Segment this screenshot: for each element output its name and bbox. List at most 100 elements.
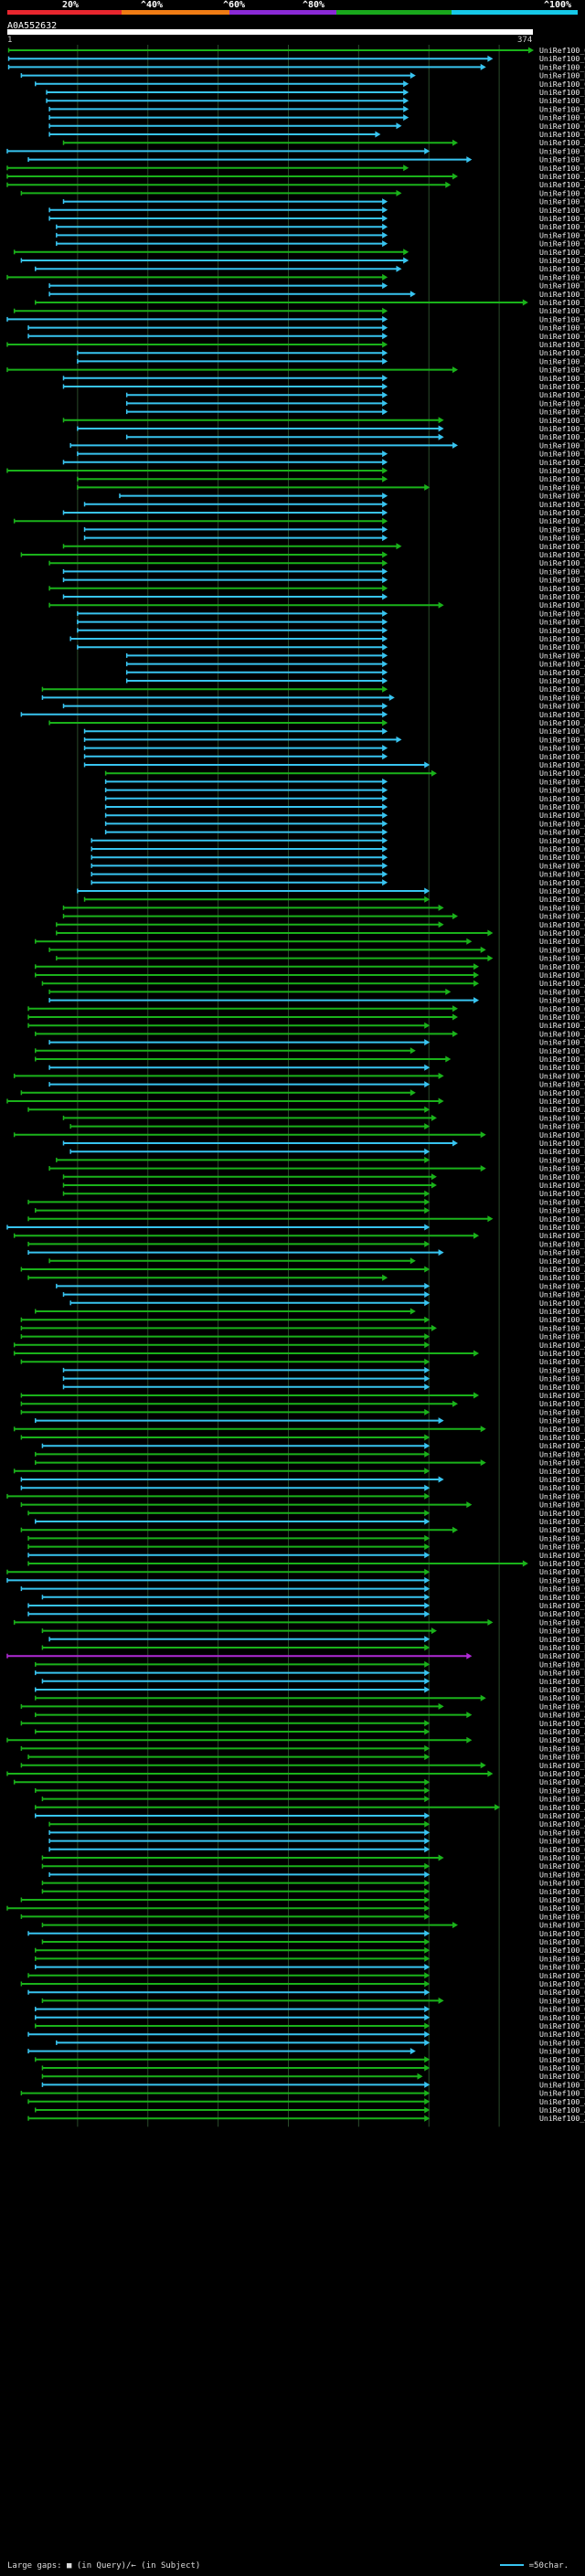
hit-row: UniRef100_Q3ZM75	[6, 146, 585, 155]
hit-row: UniRef100_B9HGP8	[34, 298, 585, 307]
hit-row: UniRef100_A7PN37	[34, 1803, 585, 1812]
hit-arrow	[424, 2115, 431, 2122]
hit-arrow	[396, 265, 402, 272]
hit-arrow	[438, 1854, 444, 1861]
hit-arrow	[473, 997, 480, 1004]
hit-label: UniRef100_B8VM26	[539, 752, 585, 761]
hit-label: UniRef100_Q0QJ76	[539, 424, 585, 433]
hit-row: UniRef100_B9GK34	[6, 1651, 585, 1660]
hit-row: UniRef100_C3LQ09	[62, 576, 585, 585]
hit-row: UniRef100_B9H4X8	[41, 1643, 585, 1652]
hit-arrow	[424, 1123, 431, 1130]
hit-arrow	[466, 1501, 473, 1509]
hit-label: UniRef100_A7P9J2	[539, 1542, 585, 1552]
hit-arrow	[382, 493, 388, 500]
hit-row: UniRef100_C6T449	[6, 1735, 585, 1744]
hit-row: UniRef100_B9HTT1	[6, 1097, 585, 1106]
hit-label: UniRef100_B9FJ62	[539, 1391, 585, 1400]
hit-row: UniRef100_Q2QXY1	[20, 1323, 585, 1332]
hit-arrow	[431, 1173, 437, 1181]
hit-arrow	[487, 955, 494, 962]
hit-label: UniRef100_B9G614	[539, 1744, 585, 1753]
hit-label: UniRef100_A7Q9X5	[539, 651, 585, 660]
hit-label: UniRef100_Q9FEG7	[539, 206, 585, 215]
hit-row: UniRef100_Q6Z7V6	[34, 2013, 585, 2022]
hit-row: UniRef100_Q0QJ76	[77, 424, 585, 433]
hit-label: UniRef100_B6SIZ8	[539, 618, 585, 627]
hit-arrow	[424, 761, 431, 769]
hit-row: UniRef100_A7Q9X9	[125, 398, 585, 408]
hit-arrow	[424, 1728, 431, 1735]
hit-arrow	[452, 1526, 458, 1533]
hit-arrow	[466, 1736, 473, 1744]
hit-arrow	[424, 1198, 431, 1205]
hit-label: UniRef100_C0J159	[539, 861, 585, 870]
hit-label: UniRef100_B9GY96	[539, 1122, 585, 1131]
hit-label: UniRef100_B3IX36	[539, 2080, 585, 2089]
hit-row: UniRef100_B3IX36	[41, 2080, 585, 2089]
hit-row: UniRef100_A7Q9X3	[125, 660, 585, 669]
hit-row: UniRef100_Q4U477	[34, 264, 585, 273]
hit-row: UniRef100_A7P9J2	[27, 1542, 585, 1552]
hit-arrow	[382, 820, 388, 827]
hit-arrow	[424, 1543, 431, 1551]
hit-arrow	[382, 577, 388, 584]
hit-row: UniRef100_Q4A0U0	[6, 314, 585, 323]
hit-row: UniRef100_C5X1U7	[27, 1214, 585, 1224]
hit-row: UniRef100_Q9LUM4-2	[48, 1828, 585, 1837]
hit-label: UniRef100_B9T3F1	[539, 1365, 585, 1374]
hit-arrow	[403, 114, 410, 122]
hit-arrow	[424, 147, 431, 154]
hit-label: UniRef100_Q304Y4	[539, 744, 585, 753]
hit-row: UniRef100_A9RF46	[56, 1155, 585, 1164]
query-ruler	[7, 29, 533, 35]
hit-label: UniRef100_B9H2B0	[539, 710, 585, 719]
hit-row: UniRef100_Q5HU54	[119, 492, 585, 501]
hit-row: UniRef100_Q51WL7	[56, 230, 585, 239]
hit-label: UniRef100_Q9FEL0	[539, 1996, 585, 2005]
hit-row: UniRef100_Q6I113	[48, 1845, 585, 1854]
hit-label: UniRef100_A7Q9X3	[539, 660, 585, 669]
hit-row: UniRef100_B6SHR5	[34, 937, 585, 946]
hit-arrow	[480, 1694, 486, 1701]
hit-row: UniRef100_B8BND0	[20, 1399, 585, 1408]
hit-label: UniRef100_Q9SPL6	[539, 844, 585, 853]
hit-arrow	[382, 231, 388, 239]
hit-arrow	[382, 198, 388, 206]
hit-label: UniRef100_B9F0H5	[539, 1753, 585, 1762]
hit-label: UniRef100_UP1000...	[539, 726, 585, 736]
hit-label: UniRef100_Q7XU76	[539, 1307, 585, 1316]
hit-row: UniRef100_A7QPT1	[6, 172, 585, 181]
hit-arrow	[424, 1299, 431, 1307]
hit-label: UniRef100_B9GYX3	[539, 374, 585, 383]
scale-bar-purple	[229, 10, 336, 15]
hit-row: UniRef100_P93007	[48, 945, 585, 954]
hit-label: UniRef100_Q94DL06	[539, 222, 585, 231]
hit-row: UniRef100_A7Q7E1	[34, 1954, 585, 1963]
hit-arrow	[487, 55, 494, 62]
hit-arrow	[410, 1308, 416, 1315]
hit-label: UniRef100_C5YSK1	[539, 1046, 585, 1055]
hit-label: UniRef100_Q5MFV2	[539, 466, 585, 475]
hit-label: UniRef100_B9N317	[539, 340, 585, 349]
hit-label: UniRef100_B9N7H5	[539, 1635, 585, 1644]
hit-label: UniRef100_Q0J525	[539, 1080, 585, 1089]
hit-row: UniRef100_A9RRL7	[13, 1777, 585, 1786]
hit-label: UniRef100_C5YIV7	[539, 1609, 585, 1618]
hit-arrow	[424, 2022, 431, 2030]
hit-label: UniRef100_C6TD27	[539, 592, 585, 601]
hit-row: UniRef100_B7FH04	[20, 1912, 585, 1921]
hit-row: UniRef100_B8B9S2	[20, 1407, 585, 1416]
hit-row: UniRef100_A7Q7Y1	[34, 1786, 585, 1795]
hit-arrow	[382, 375, 388, 382]
hit-row: UniRef100_Q86340	[7, 46, 585, 55]
hit-arrow	[424, 1946, 431, 1954]
hit-label: UniRef100_A5AWM5	[539, 1256, 585, 1266]
hit-row: UniRef100_C6TF30	[48, 1870, 585, 1879]
hit-arrow	[403, 97, 410, 104]
hit-row: UniRef100_B9FKB0	[125, 676, 585, 685]
hit-arrow	[382, 727, 388, 735]
hit-label: UniRef100_A9RY23	[539, 1281, 585, 1290]
hit-arrow	[424, 1880, 431, 1887]
hit-label: UniRef100_A8RRC0	[539, 1945, 585, 1955]
